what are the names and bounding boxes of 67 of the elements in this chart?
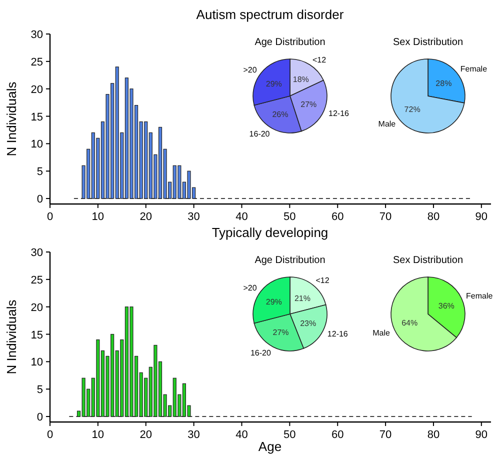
x-tick-label: 10 — [92, 211, 104, 223]
chart-title: Age Distribution — [254, 37, 326, 48]
slice-label: 12-16 — [327, 330, 348, 339]
data-label: 29% — [266, 80, 282, 89]
y-tick-label: 25 — [30, 274, 43, 286]
x-tick-label: 80 — [427, 211, 440, 223]
y-axis-title: N Individuals — [4, 81, 19, 156]
data-label: 23% — [300, 319, 316, 328]
chart-title: Sex Distribution — [392, 255, 464, 266]
x-tick-label: 60 — [331, 429, 344, 441]
x-tick-label: 10 — [92, 429, 104, 441]
slice-label: Male — [372, 328, 391, 338]
data-label: 27% — [300, 100, 317, 110]
slice-label: Female — [460, 64, 488, 74]
y-tick-label: 25 — [30, 56, 43, 68]
y-tick-label: 15 — [30, 111, 43, 124]
y-tick-label: 20 — [30, 84, 43, 96]
data-label: 18% — [292, 74, 309, 84]
x-tick-label: 70 — [379, 211, 392, 223]
slice-label: Female — [466, 292, 494, 301]
x-tick-label: 90 — [475, 429, 488, 441]
slice-label: <12 — [312, 56, 327, 65]
x-tick-label: 30 — [188, 211, 200, 223]
y-tick-label: 15 — [30, 329, 43, 342]
y-tick-label: 30 — [30, 247, 43, 259]
x-tick-label: 30 — [188, 429, 200, 441]
chart-title: Typically developing — [212, 225, 328, 240]
data-label: 64% — [402, 318, 418, 328]
data-label: 28% — [436, 79, 452, 88]
x-tick-label: 60 — [331, 211, 344, 223]
y-tick-label: 5 — [36, 384, 43, 396]
x-tick-label: 90 — [475, 211, 488, 223]
x-axis-title: Age — [258, 439, 282, 454]
y-tick-label: 10 — [30, 356, 43, 369]
x-tick-label: 20 — [140, 211, 152, 223]
y-axis-title: N Individuals — [4, 299, 19, 374]
slice-label: <12 — [316, 276, 330, 286]
x-tick-label: 0 — [46, 429, 54, 441]
x-tick-label: 20 — [140, 429, 152, 441]
data-label: 36% — [438, 301, 454, 310]
data-label: 29% — [266, 298, 282, 307]
y-tick-label: 20 — [30, 302, 43, 314]
y-tick-label: 0 — [36, 412, 43, 424]
x-tick-label: 50 — [284, 429, 296, 441]
y-tick-label: 30 — [30, 29, 43, 41]
data-label: 72% — [404, 104, 420, 114]
x-tick-label: 70 — [379, 429, 392, 441]
data-label: 27% — [272, 328, 289, 338]
x-tick-label: 80 — [427, 429, 440, 441]
slice-label: Male — [378, 119, 396, 128]
slice-label: 16-20 — [249, 130, 270, 139]
slice-label: 12-16 — [328, 109, 350, 118]
x-tick-label: 40 — [236, 429, 248, 441]
chart-title: Age Distribution — [254, 255, 326, 266]
data-label: 26% — [272, 110, 288, 119]
slice-label: 16-20 — [250, 348, 272, 358]
y-tick-label: 0 — [36, 194, 43, 206]
x-tick-label: 40 — [236, 211, 248, 223]
x-tick-label: 50 — [284, 211, 296, 223]
y-tick-label: 10 — [30, 138, 43, 151]
x-tick-label: 0 — [46, 211, 54, 223]
chart-title: Autism spectrum disorder — [196, 7, 344, 22]
y-tick-label: 5 — [36, 166, 43, 178]
data-label: 21% — [294, 294, 310, 303]
chart-title: Sex Distribution — [392, 37, 464, 48]
slice-label: >20 — [243, 284, 258, 293]
slice-label: >20 — [243, 66, 258, 75]
